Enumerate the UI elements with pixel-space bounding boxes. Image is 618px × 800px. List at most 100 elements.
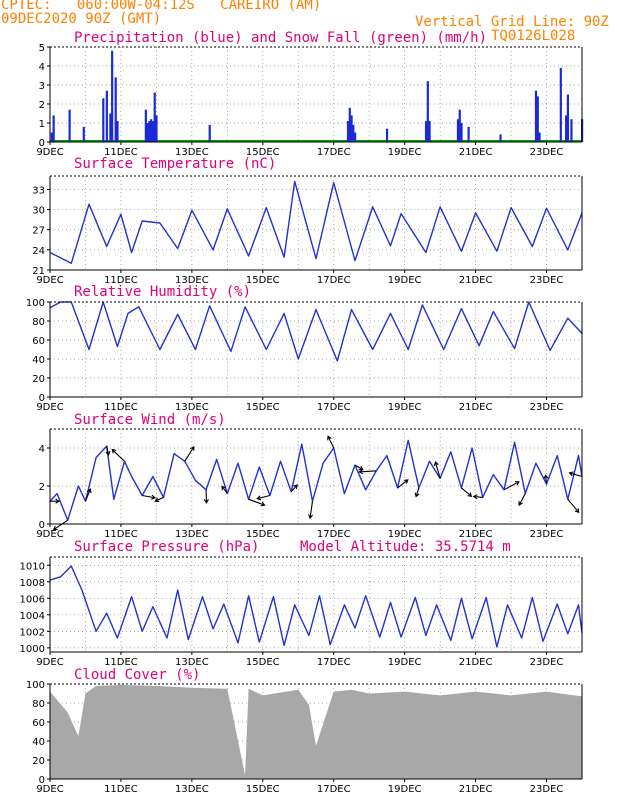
y-tick-label: 4 — [39, 444, 45, 455]
wind-direction-arrow — [154, 496, 164, 503]
x-tick-label: 17DEC — [317, 529, 351, 540]
y-tick-label: 1002 — [20, 627, 45, 638]
y-tick-label: 30 — [32, 206, 45, 217]
wind-direction-arrow — [568, 471, 583, 478]
wind-direction-arrow — [518, 493, 526, 507]
precip-title: Precipitation (blue) and Snow Fall (gree… — [74, 30, 488, 46]
x-tick-label: 19DEC — [388, 402, 422, 413]
wind-arrow-head — [154, 497, 160, 503]
precip-bar — [114, 77, 117, 142]
wind-arrow-head — [403, 479, 409, 484]
precip-bar — [424, 121, 428, 142]
wind-direction-arrow — [358, 469, 377, 475]
precip-bar — [354, 132, 357, 142]
wind-direction-arrow — [184, 445, 195, 462]
precip-bar — [50, 132, 53, 142]
precip-bar — [153, 92, 156, 142]
x-tick-label: 19DEC — [388, 529, 422, 540]
x-tick-label: 23DEC — [530, 657, 564, 668]
precip-bar — [155, 115, 158, 142]
x-tick-label: 9DEC — [36, 402, 63, 413]
wind-arrow-shaft — [221, 485, 228, 494]
wind-arrow-head — [111, 448, 117, 454]
precip-bar — [68, 109, 71, 142]
header-location: CPTEC: 060:00W-04:12S CAREIRO (AM) — [1, 0, 322, 13]
x-tick-label: 19DEC — [388, 147, 422, 158]
x-tick-label: 15DEC — [246, 147, 280, 158]
wind-arrow-head — [433, 461, 439, 467]
wind-arrow-head — [358, 465, 364, 471]
y-tick-label: 40 — [32, 355, 45, 366]
x-tick-label: 21DEC — [459, 657, 493, 668]
wind-arrow-head — [472, 494, 478, 500]
x-tick-label: 23DEC — [530, 784, 564, 795]
x-tick-label: 11DEC — [104, 402, 138, 413]
wind-arrow-head — [293, 484, 298, 490]
wind-arrow-head — [55, 498, 61, 504]
wind-arrow-head — [574, 508, 580, 514]
x-tick-label: 15DEC — [246, 402, 280, 413]
y-tick-label: 5 — [39, 43, 45, 54]
precip-bar — [499, 134, 502, 142]
x-tick-label: 21DEC — [459, 402, 493, 413]
y-tick-label: 100 — [26, 298, 45, 309]
x-tick-label: 9DEC — [36, 784, 63, 795]
x-tick-label: 15DEC — [246, 784, 280, 795]
x-tick-label: 11DEC — [104, 275, 138, 286]
wind-arrow-shaft — [309, 501, 313, 519]
wind-title: Surface Wind (m/s) — [74, 412, 226, 428]
wind-arrow-head — [260, 501, 266, 507]
x-tick-label: 17DEC — [317, 275, 351, 286]
precip-bar — [426, 81, 429, 142]
cloud-title: Cloud Cover (%) — [74, 667, 201, 683]
wind-direction-arrow — [397, 479, 409, 489]
y-tick-label: 0 — [39, 393, 45, 404]
wind-arrow-shaft — [257, 494, 271, 500]
humidity-panel: 0 20 40 60 80 100 9DEC 11DEC 13DEC 15DEC 17DEC 19DE… — [26, 298, 583, 413]
wind-arrow-head — [514, 481, 520, 486]
x-tick-label: 23DEC — [530, 275, 564, 286]
y-tick-label: 80 — [32, 699, 45, 710]
wind-direction-arrow — [414, 487, 420, 498]
precip-bar — [105, 90, 108, 142]
wind-arrow-head — [52, 525, 58, 531]
wind-direction-arrow — [567, 498, 580, 514]
y-tick-label: 1004 — [20, 611, 45, 622]
wind-arrow-head — [467, 492, 473, 497]
wind-arrow-head — [256, 495, 262, 501]
precip-bar — [565, 115, 568, 142]
precip-bar — [208, 124, 211, 142]
x-tick-label: 13DEC — [175, 529, 209, 540]
precip-bar — [538, 132, 541, 142]
wind-direction-arrow — [472, 494, 483, 500]
x-tick-label: 11DEC — [104, 784, 138, 795]
wind-arrow-shaft — [434, 461, 441, 479]
wind-arrow-shaft — [142, 494, 156, 499]
wind-direction-arrow — [354, 464, 364, 471]
y-tick-label: 21 — [32, 266, 45, 277]
y-tick-label: 1000 — [20, 644, 45, 655]
wind-arrow-head — [358, 469, 364, 475]
wind-direction-arrow — [461, 487, 473, 497]
wind-arrow-shaft — [545, 475, 548, 485]
precip-bar — [348, 107, 351, 142]
y-tick-label: 60 — [32, 336, 45, 347]
precip-bar — [559, 67, 562, 142]
y-tick-label: 0 — [39, 138, 45, 149]
x-tick-label: 11DEC — [104, 657, 138, 668]
x-tick-label: 15DEC — [246, 529, 280, 540]
precip-bar — [456, 119, 460, 142]
y-tick-label: 1 — [39, 119, 45, 130]
x-tick-label: 21DEC — [459, 147, 493, 158]
wind-arrow-shaft — [155, 496, 164, 502]
cloud-cover-area — [50, 685, 582, 779]
precip-bar — [52, 115, 55, 142]
wind-arrow-head — [189, 445, 195, 451]
x-tick-label: 13DEC — [175, 147, 209, 158]
precip-bar — [148, 121, 151, 142]
wind-arrow-shaft — [111, 449, 125, 462]
x-tick-label: 13DEC — [175, 275, 209, 286]
wind-arrow-shaft — [327, 436, 335, 449]
pressure-title: Surface Pressure (hPa) — [74, 539, 260, 555]
